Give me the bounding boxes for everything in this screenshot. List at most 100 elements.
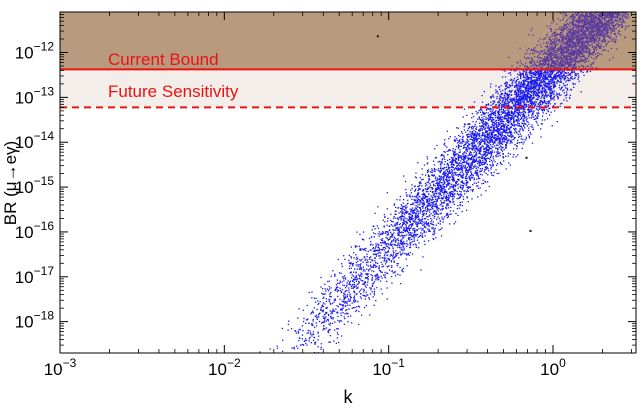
scatter-point <box>471 155 473 157</box>
scatter-point <box>502 157 504 159</box>
scatter-point <box>500 138 502 140</box>
scatter-point <box>605 43 608 45</box>
scatter-point <box>462 135 464 137</box>
scatter-point <box>554 39 556 41</box>
scatter-point <box>429 184 432 186</box>
scatter-point <box>602 49 604 52</box>
scatter-point <box>411 195 414 197</box>
scatter-point <box>465 131 467 133</box>
scatter-point <box>583 38 585 40</box>
scatter-point <box>515 92 517 94</box>
scatter-point <box>495 119 498 122</box>
scatter-point <box>508 91 510 93</box>
scatter-point <box>611 29 613 31</box>
scatter-point <box>519 128 521 131</box>
scatter-point <box>501 143 504 146</box>
scatter-point <box>449 213 451 216</box>
scatter-point <box>577 24 579 26</box>
scatter-point <box>528 78 530 80</box>
scatter-point <box>486 154 488 157</box>
scatter-point <box>533 73 535 76</box>
scatter-point <box>374 228 376 230</box>
scatter-point <box>430 221 432 223</box>
scatter-point <box>366 253 368 255</box>
scatter-point <box>411 198 413 200</box>
scatter-point <box>346 295 348 297</box>
scatter-point <box>346 296 349 298</box>
scatter-point <box>508 56 510 59</box>
scatter-point <box>343 298 345 301</box>
scatter-point <box>497 117 499 119</box>
scatter-point <box>514 115 516 117</box>
scatter-point <box>427 208 429 211</box>
scatter-point <box>548 62 550 65</box>
scatter-point <box>433 184 435 187</box>
scatter-point <box>470 138 472 140</box>
scatter-point <box>517 112 519 114</box>
scatter-point <box>611 16 613 19</box>
scatter-point <box>617 30 620 32</box>
scatter-point <box>531 101 533 104</box>
scatter-point <box>510 112 512 114</box>
scatter-point <box>477 169 479 172</box>
scatter-point <box>582 51 585 53</box>
scatter-point <box>591 45 594 47</box>
scatter-point <box>326 306 328 309</box>
scatter-point <box>323 321 325 323</box>
scatter-point <box>442 218 445 220</box>
scatter-point <box>577 43 579 46</box>
scatter-point <box>547 79 550 81</box>
scatter-point <box>488 147 490 149</box>
scatter-point <box>592 15 594 18</box>
scatter-point <box>485 162 487 164</box>
scatter-point <box>386 192 388 194</box>
scatter-point <box>589 53 591 56</box>
scatter-point <box>475 144 477 146</box>
scatter-point <box>511 108 514 110</box>
scatter-point <box>448 149 450 151</box>
scatter-point <box>541 50 543 52</box>
scatter-point <box>507 109 509 112</box>
scatter-point <box>603 34 606 36</box>
scatter-point <box>595 40 597 42</box>
scatter-point <box>535 72 537 75</box>
scatter-point <box>328 341 330 343</box>
scatter-point <box>422 199 425 202</box>
scatter-point <box>454 171 456 174</box>
scatter-point <box>466 145 469 147</box>
scatter-point <box>550 58 552 61</box>
scatter-point <box>409 194 411 196</box>
scatter-point <box>552 60 554 62</box>
scatter-point <box>550 80 552 83</box>
scatter-point <box>445 178 447 181</box>
scatter-point <box>440 228 442 231</box>
scatter-point <box>426 204 428 206</box>
scatter-point <box>423 230 425 232</box>
scatter-point <box>421 216 424 218</box>
scatter-point <box>578 36 580 38</box>
scatter-point <box>526 125 529 127</box>
scatter-point <box>585 58 587 61</box>
scatter-point <box>356 279 358 281</box>
scatter-point <box>506 97 508 100</box>
scatter-point <box>457 214 459 217</box>
scatter-point <box>485 166 487 168</box>
scatter-point <box>518 89 520 92</box>
scatter-point <box>405 220 408 223</box>
scatter-point <box>432 175 435 177</box>
scatter-point <box>490 114 492 116</box>
scatter-point <box>445 172 447 174</box>
scatter-point <box>422 189 425 192</box>
scatter-point <box>406 206 408 208</box>
scatter-point <box>586 19 589 21</box>
scatter-point <box>547 71 549 73</box>
scatter-point <box>443 216 446 218</box>
scatter-point <box>466 133 469 136</box>
scatter-point <box>468 177 471 179</box>
scatter-point <box>476 169 478 171</box>
scatter-point <box>466 148 468 151</box>
scatter-point <box>298 329 300 331</box>
scatter-point <box>492 112 494 114</box>
scatter-point <box>572 83 575 86</box>
scatter-point <box>421 173 424 176</box>
